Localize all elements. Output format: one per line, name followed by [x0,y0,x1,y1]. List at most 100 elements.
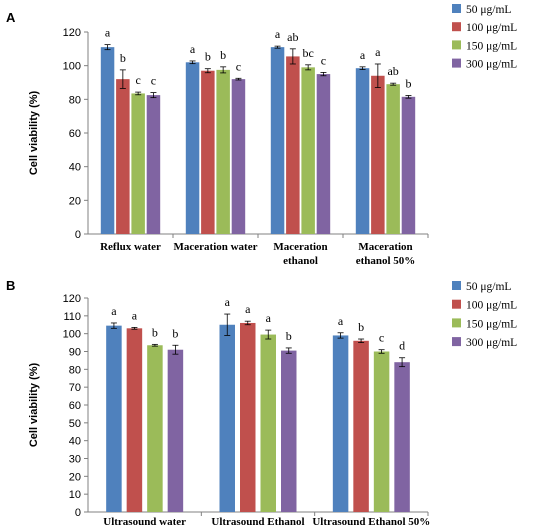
legend-swatch [452,58,461,68]
legend-label: 300 μg/mL [466,337,517,349]
x-category-label: Reflux water [100,241,161,253]
bar [281,350,297,512]
significance-label: bc [302,46,313,60]
bar [373,351,390,512]
legend-label: 100 μg/mL [466,300,517,312]
significance-label: d [399,339,405,353]
y-tick-label: 60 [69,128,81,140]
significance-label: c [151,74,156,88]
significance-label: a [375,45,381,59]
legend-label: 50 μg/mL [466,281,511,293]
y-tick-label: 40 [69,436,81,448]
significance-label: a [111,304,117,318]
legend-label: 50 μg/mL [466,4,511,16]
bar [240,322,256,512]
bar [386,84,400,234]
legend-swatch [452,40,461,50]
bar [147,345,163,512]
y-tick-label: 100 [63,61,81,73]
bar [126,328,143,512]
y-axis-title: Cell viability (%) [28,90,40,175]
x-category-label: ethanol [283,255,318,267]
significance-label: b [220,48,226,62]
bar [167,349,184,512]
bar [231,79,246,234]
significance-label: c [236,59,241,73]
bar [146,95,161,234]
bar [131,93,145,234]
y-tick-label: 90 [69,347,81,359]
significance-label: b [205,50,211,64]
x-category-label: Ultrasound Ethanol 50% [312,516,430,528]
bar [371,75,385,235]
legend-swatch [452,22,461,32]
y-axis-title: Cell viability (%) [28,362,40,447]
legend-label: 300 μg/mL [466,59,517,71]
legend-swatch [452,299,461,309]
significance-label: c [135,73,140,87]
significance-label: ab [287,30,298,44]
y-tick-label: 0 [75,507,81,519]
x-category-label: Ultrasound water [103,516,186,528]
y-tick-label: 60 [69,400,81,412]
significance-label: b [358,320,364,334]
significance-label: b [120,51,126,65]
y-tick-label: 20 [69,195,81,207]
y-tick-label: 50 [69,418,81,430]
bar [185,62,200,234]
bar [106,325,122,512]
bar [355,68,370,234]
legend-swatch [452,4,461,13]
significance-label: ab [387,64,398,78]
significance-label: b [152,325,158,339]
significance-label: a [225,295,231,309]
significance-label: a [275,27,281,41]
bar [286,56,300,235]
y-tick-label: 120 [63,293,81,305]
y-tick-label: 70 [69,382,81,394]
significance-label: a [190,42,196,56]
significance-label: b [172,326,178,340]
significance-label: a [105,26,111,40]
significance-label: a [266,311,272,325]
bar [216,69,230,234]
legend-swatch [452,281,461,290]
panel-letter: B [6,278,15,293]
bar [100,47,115,235]
legend-label: 100 μg/mL [466,22,517,34]
x-category-label: Maceration [358,241,412,253]
significance-label: a [338,314,344,328]
legend-swatch [452,318,461,328]
bar [219,324,235,512]
bar [301,67,315,234]
bar [116,79,130,234]
x-category-label: Ultrasound Ethanol [211,516,304,528]
bar [394,362,410,512]
y-tick-label: 20 [69,471,81,483]
panel-letter: A [6,10,16,25]
legend-swatch [452,337,461,347]
y-tick-label: 120 [63,27,81,39]
significance-label: a [360,48,366,62]
bar [353,340,369,512]
significance-label: a [245,302,251,316]
y-tick-label: 0 [75,229,81,241]
significance-label: b [405,76,411,90]
bar [332,335,349,512]
bar [270,47,285,235]
bar [401,96,416,234]
y-tick-label: 10 [69,489,81,501]
bar [260,334,276,512]
x-category-label: Maceration water [174,241,258,253]
x-category-label: Maceration [273,241,327,253]
y-tick-label: 80 [69,364,81,376]
y-tick-label: 40 [69,162,81,174]
y-tick-label: 30 [69,454,81,466]
y-tick-label: 110 [63,311,81,323]
y-tick-label: 80 [69,94,81,106]
significance-label: c [321,53,326,67]
significance-label: c [379,331,384,345]
significance-label: b [286,329,292,343]
y-tick-label: 100 [63,329,81,341]
